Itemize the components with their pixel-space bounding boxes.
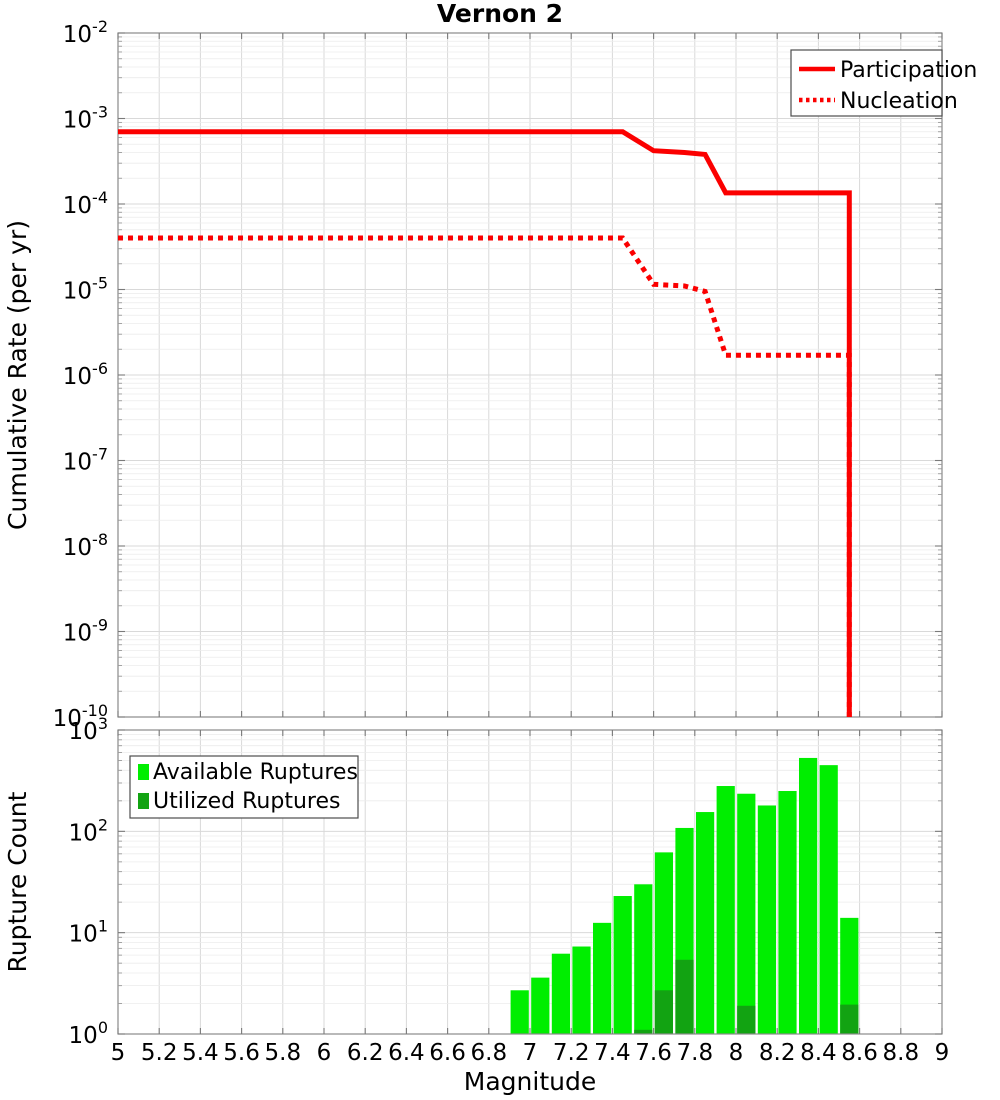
top-y-tick-label: 10-5 [63,274,108,305]
bar-available-ruptures [778,791,797,1034]
x-tick-label: 5.6 [223,1040,260,1066]
bar-available-ruptures [531,977,550,1034]
bar-available-ruptures [572,946,591,1034]
x-tick-label: 7.6 [635,1040,672,1066]
curve-nucleation [118,235,852,717]
bar-available-ruptures [799,757,818,1034]
bar-utilized-ruptures [634,1029,653,1034]
top-panel: 10-210-310-410-510-610-710-810-910-10 Ve… [3,0,977,732]
bottom-panel-legend: Available Ruptures Utilized Ruptures [129,755,359,819]
x-tick-label: 8.8 [883,1040,920,1066]
x-tick-label: 5.8 [265,1040,302,1066]
x-tick-label: 7.4 [594,1040,631,1066]
x-tick-label: 6.2 [347,1040,384,1066]
legend-label-participation: Participation [840,58,977,83]
legend-label-available-ruptures: Available Ruptures [153,760,358,785]
legend-label-nucleation: Nucleation [840,89,958,114]
bottom-legend-box [129,755,359,819]
x-tick-label: 6.8 [471,1040,508,1066]
top-panel-gridlines [118,33,942,717]
x-tick-label: 5.4 [182,1040,219,1066]
bar-available-ruptures [613,896,632,1034]
x-tick-label: 8.4 [800,1040,837,1066]
x-tick-label: 8.6 [841,1040,878,1066]
bar-available-ruptures [757,805,776,1034]
bar-available-ruptures [593,922,612,1034]
bar-available-ruptures [737,793,756,1034]
legend-swatch-available-ruptures [138,764,149,780]
bar-available-ruptures [551,953,570,1034]
curve-participation [118,129,852,717]
x-tick-label: 9 [935,1040,950,1066]
bottom-panel-x-tick-labels: 5 5.2 5.4 5.6 5.8 6 6.2 6.4 6.6 6.8 7 7.2 7.4 7.6 7.8 8… [111,1040,950,1066]
bar-available-ruptures [654,852,673,1034]
x-axis-label: Magnitude [464,1067,596,1096]
x-tick-label: 5 [111,1040,126,1066]
legend-label-utilized-ruptures: Utilized Ruptures [153,789,340,814]
x-tick-label: 7.8 [677,1040,714,1066]
legend-swatch-utilized-ruptures [138,793,149,809]
x-tick-label: 6 [317,1040,332,1066]
bar-available-ruptures [819,765,838,1034]
x-tick-label: 6.6 [429,1040,466,1066]
top-legend-box [790,49,943,117]
top-panel-legend: Participation Nucleation [790,49,977,117]
bottom-panel-ticks [117,729,943,1035]
chart-title: Vernon 2 [437,0,563,28]
x-tick-label: 8.2 [759,1040,796,1066]
top-panel-y-axis-label: Cumulative Rate (per yr) [3,220,32,530]
bar-utilized-ruptures [675,959,694,1034]
x-tick-label: 8 [729,1040,744,1066]
x-tick-label: 6.4 [388,1040,425,1066]
bottom-y-tick-label: 100 [69,1018,108,1049]
top-panel-curves [118,129,852,717]
top-panel-ticks [117,32,943,718]
x-tick-label: 7.2 [553,1040,590,1066]
x-tick-label: 7 [523,1040,538,1066]
x-tick-label: 5.2 [141,1040,178,1066]
bar-available-ruptures [510,990,529,1034]
bottom-panel-bars [510,757,859,1034]
bar-available-ruptures [696,812,715,1034]
bar-utilized-ruptures [840,1004,859,1034]
bar-utilized-ruptures [654,990,673,1034]
bar-available-ruptures [716,786,735,1034]
bar-available-ruptures [634,884,653,1034]
bar-utilized-ruptures [737,1005,756,1034]
bottom-panel-y-axis-label: Rupture Count [3,791,32,972]
